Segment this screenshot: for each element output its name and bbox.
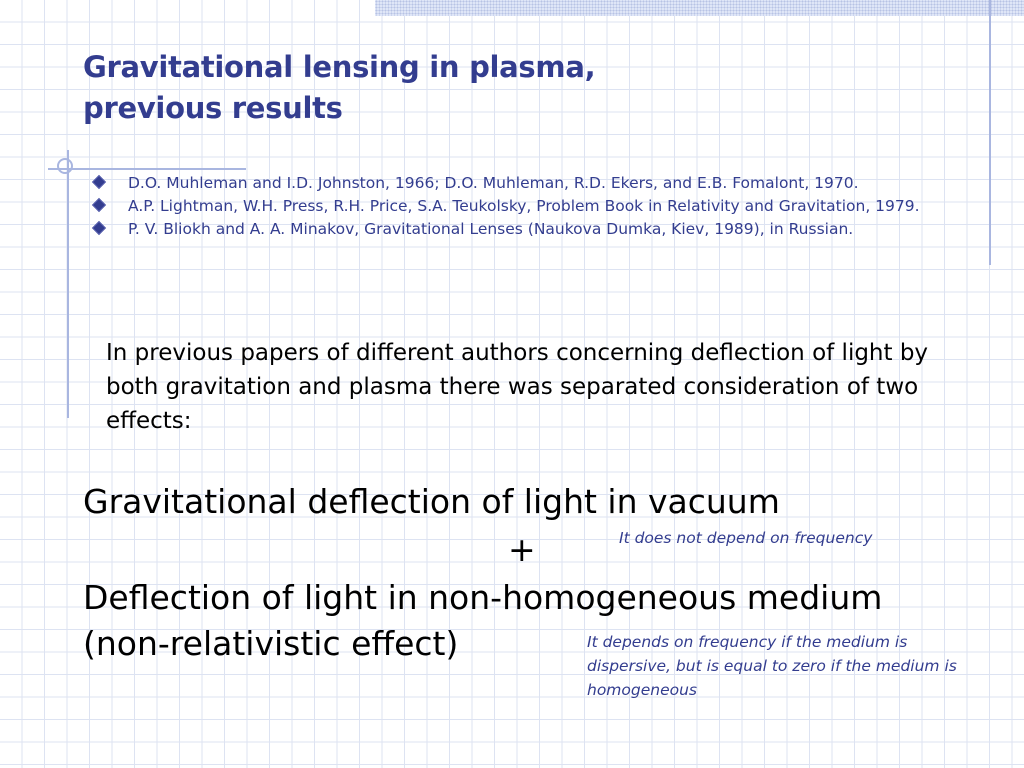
horizontal-decorative-line xyxy=(48,168,246,170)
slide-title-line1: Gravitational lensing in plasma, xyxy=(83,50,596,84)
reference-list: D.O. Muhleman and I.D. Johnston, 1966; D… xyxy=(91,172,934,241)
reference-item: P. V. Bliokh and A. A. Minakov, Gravitat… xyxy=(91,218,934,241)
reference-text: D.O. Muhleman and I.D. Johnston, 1966; D… xyxy=(128,174,859,192)
effect-medium-deflection: Deflection of light in non-homogeneous m… xyxy=(83,578,883,617)
diamond-bullet-icon xyxy=(91,197,107,213)
reference-item: A.P. Lightman, W.H. Press, R.H. Price, S… xyxy=(91,195,934,218)
decorative-circle-icon xyxy=(57,158,73,174)
reference-text: P. V. Bliokh and A. A. Minakov, Gravitat… xyxy=(128,220,854,238)
slide-title: Gravitational lensing in plasma, previou… xyxy=(83,47,596,129)
left-decorative-line xyxy=(67,150,69,418)
diamond-bullet-icon xyxy=(91,174,107,190)
top-decorative-band xyxy=(375,0,1024,16)
note-frequency-dependent: It depends on frequency if the medium is… xyxy=(587,633,957,699)
effect-vacuum-deflection: Gravitational deflection of light in vac… xyxy=(83,482,780,521)
slide-title-line2: previous results xyxy=(83,91,343,125)
effect-medium-deflection-subtitle: (non-relativistic effect) xyxy=(83,624,459,663)
reference-text: A.P. Lightman, W.H. Press, R.H. Price, S… xyxy=(128,197,920,215)
diamond-bullet-icon xyxy=(91,220,107,236)
reference-item: D.O. Muhleman and I.D. Johnston, 1966; D… xyxy=(91,172,934,195)
note-frequency-independent: It does not depend on frequency xyxy=(619,529,873,547)
right-decorative-line xyxy=(989,0,991,265)
plus-sign: + xyxy=(508,530,536,569)
intro-paragraph: In previous papers of different authors … xyxy=(106,340,929,434)
